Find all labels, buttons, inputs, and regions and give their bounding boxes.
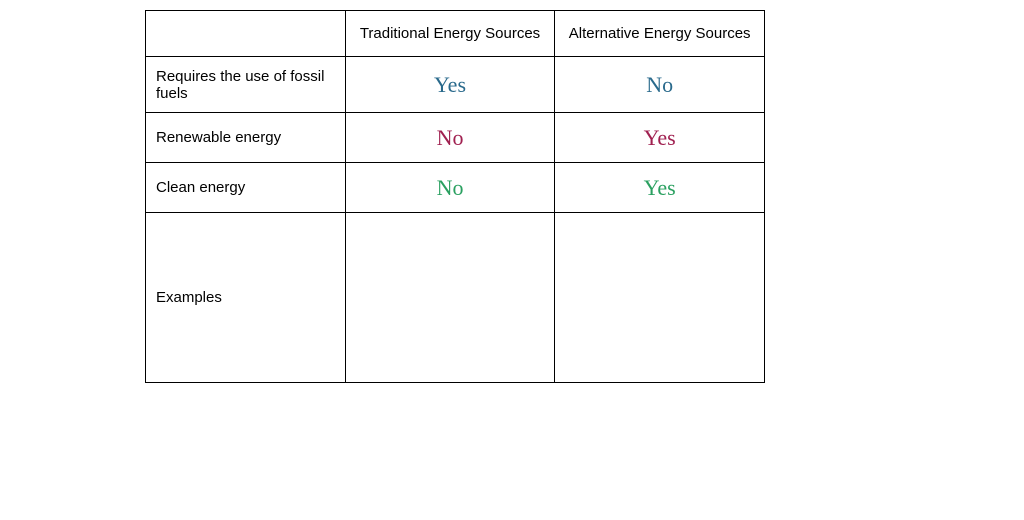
- header-blank-cell: [146, 11, 346, 57]
- table-row: Requires the use of fossil fuels Yes No: [146, 57, 765, 113]
- handwritten-value: No: [437, 125, 464, 150]
- header-alternative: Alternative Energy Sources: [555, 11, 765, 57]
- handwritten-value: No: [646, 72, 673, 97]
- table-header-row: Traditional Energy Sources Alternative E…: [146, 11, 765, 57]
- handwritten-value: Yes: [644, 175, 676, 200]
- row-label-fossil: Requires the use of fossil fuels: [146, 57, 346, 113]
- table-row: Examples: [146, 213, 765, 383]
- table-row: Clean energy No Yes: [146, 163, 765, 213]
- cell-clean-traditional: No: [345, 163, 555, 213]
- cell-examples-traditional: [345, 213, 555, 383]
- cell-fossil-alternative: No: [555, 57, 765, 113]
- row-label-examples: Examples: [146, 213, 346, 383]
- cell-fossil-traditional: Yes: [345, 57, 555, 113]
- row-label-clean: Clean energy: [146, 163, 346, 213]
- cell-renewable-alternative: Yes: [555, 113, 765, 163]
- header-traditional: Traditional Energy Sources: [345, 11, 555, 57]
- cell-clean-alternative: Yes: [555, 163, 765, 213]
- handwritten-value: Yes: [644, 125, 676, 150]
- handwritten-value: No: [437, 175, 464, 200]
- energy-comparison-table: Traditional Energy Sources Alternative E…: [145, 10, 765, 383]
- handwritten-value: Yes: [434, 72, 466, 97]
- cell-renewable-traditional: No: [345, 113, 555, 163]
- row-label-renewable: Renewable energy: [146, 113, 346, 163]
- cell-examples-alternative: [555, 213, 765, 383]
- table-row: Renewable energy No Yes: [146, 113, 765, 163]
